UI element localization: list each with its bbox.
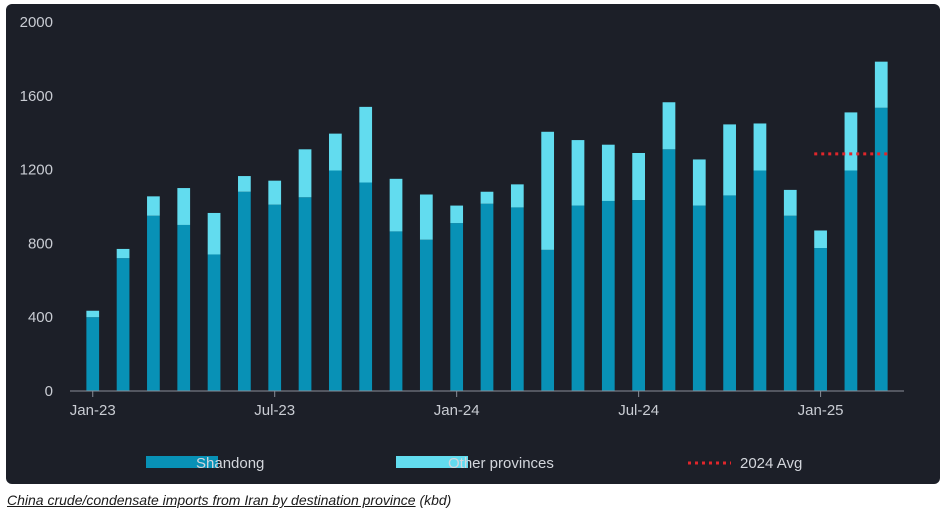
- bar-other-provinces: [844, 112, 858, 171]
- bar-other-provinces: [541, 131, 555, 250]
- y-tick-label: 1200: [20, 162, 53, 179]
- bar-other-provinces: [571, 140, 585, 206]
- bar-other-provinces: [510, 184, 524, 208]
- bar-other-provinces: [814, 230, 827, 249]
- legend-swatch-shandong: [146, 456, 218, 468]
- bar-other-provinces: [692, 159, 706, 206]
- bar-shandong: [268, 204, 282, 391]
- legend-label-2024-avg: 2024 Avg: [740, 455, 802, 472]
- bar-other-provinces: [238, 176, 251, 192]
- bar-shandong: [692, 205, 706, 391]
- x-tick-label: Jul-23: [254, 402, 295, 419]
- bar-chart: 0 400 800 1200 1600 2000 Jan-23 Jul-23 Jan-24 Ju…: [20, 14, 904, 472]
- bar-shandong: [328, 170, 342, 391]
- bar-other-provinces: [298, 149, 312, 198]
- bar-other-provinces: [662, 102, 676, 150]
- bar-other-provinces: [147, 196, 160, 216]
- bar-shandong: [177, 224, 191, 391]
- bar-shandong: [86, 317, 100, 391]
- bar-other-provinces: [480, 191, 494, 204]
- bar-other-provinces: [86, 310, 100, 318]
- caption-link[interactable]: China crude/condensate imports from Iran…: [7, 492, 416, 508]
- x-tick-label: Jan-25: [798, 402, 844, 419]
- bar-shandong: [541, 249, 555, 391]
- y-tick-label: 800: [28, 235, 53, 252]
- bar-other-provinces: [632, 152, 646, 201]
- bar-shandong: [632, 200, 646, 391]
- bar-other-provinces: [359, 106, 373, 183]
- y-axis: 0 400 800 1200 1600 2000: [20, 14, 53, 400]
- legend: Shandong Other provinces 2024 Avg: [146, 455, 802, 472]
- bar-shandong: [419, 239, 433, 391]
- bar-shandong: [359, 182, 373, 391]
- legend-swatch-other-provinces: [396, 456, 468, 468]
- bar-other-provinces: [753, 123, 767, 171]
- y-tick-label: 2000: [20, 14, 53, 31]
- legend-label-shandong: Shandong: [196, 455, 264, 472]
- bar-shandong: [662, 149, 676, 391]
- bar-shandong: [298, 197, 312, 391]
- x-tick-label: Jan-23: [70, 402, 116, 419]
- bar-other-provinces: [207, 212, 221, 255]
- caption-unit: (kbd): [415, 492, 452, 508]
- bar-other-provinces: [874, 61, 888, 108]
- y-tick-label: 1600: [20, 88, 53, 105]
- bar-shandong: [601, 200, 615, 391]
- bar-other-provinces: [419, 194, 433, 240]
- bar-shandong: [874, 107, 888, 391]
- chart-panel: 0 400 800 1200 1600 2000 Jan-23 Jul-23 Jan-24 Ju…: [6, 4, 940, 484]
- bar-shandong: [116, 258, 130, 391]
- x-axis: Jan-23 Jul-23 Jan-24 Jul-24 Jan-25: [70, 391, 844, 419]
- x-tick-label: Jan-24: [434, 402, 480, 419]
- bar-shandong: [571, 205, 585, 391]
- bar-shandong: [480, 203, 494, 391]
- bar-other-provinces: [601, 144, 615, 201]
- bar-shandong: [147, 215, 160, 391]
- x-tick-label: Jul-24: [618, 402, 659, 419]
- y-tick-label: 400: [28, 309, 53, 326]
- legend-label-other-provinces: Other provinces: [448, 455, 554, 472]
- bar-shandong: [450, 223, 464, 391]
- bar-other-provinces: [389, 178, 403, 232]
- bar-other-provinces: [116, 248, 130, 259]
- y-tick-label: 0: [45, 383, 53, 400]
- bar-shandong: [510, 207, 524, 391]
- bar-other-provinces: [723, 124, 736, 196]
- bar-other-provinces: [450, 205, 464, 224]
- bar-other-provinces: [783, 189, 797, 216]
- bar-shandong: [207, 254, 221, 391]
- bar-shandong: [814, 248, 827, 391]
- bars: [86, 61, 888, 391]
- bar-other-provinces: [328, 133, 342, 171]
- bar-other-provinces: [268, 180, 282, 205]
- bar-other-provinces: [177, 188, 191, 225]
- bar-shandong: [753, 170, 767, 391]
- chart-caption: China crude/condensate imports from Iran…: [7, 492, 451, 508]
- bar-shandong: [844, 170, 858, 391]
- bar-shandong: [723, 195, 736, 391]
- bar-shandong: [389, 231, 403, 391]
- bar-shandong: [238, 191, 251, 391]
- bar-shandong: [783, 215, 797, 391]
